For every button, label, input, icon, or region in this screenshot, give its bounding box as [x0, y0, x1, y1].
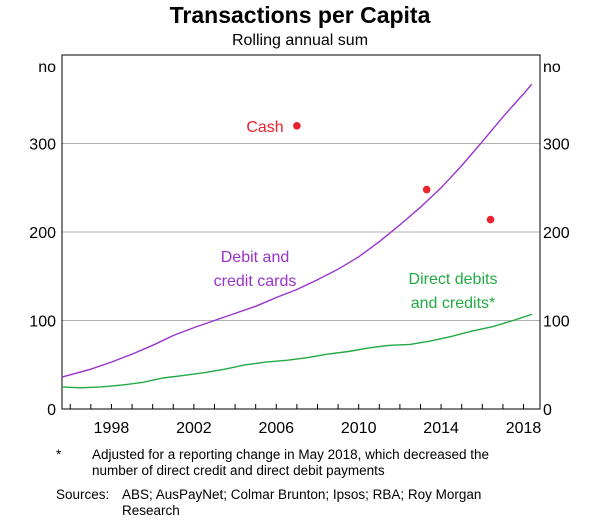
- x-tick-label: 1998: [94, 420, 130, 437]
- y-tick-label-right: 300: [543, 137, 570, 154]
- cash-point: [293, 122, 301, 130]
- x-tick-label: 2018: [506, 420, 542, 437]
- series-line: [61, 83, 533, 378]
- footnote-marker: *: [56, 447, 62, 462]
- cash-point: [422, 185, 431, 194]
- cash-point: [486, 215, 495, 224]
- sources-text: ABS; AusPayNet; Colmar Brunton; Ipsos; R…: [122, 487, 482, 518]
- y-tick-label-left: 300: [29, 137, 56, 154]
- y-tick-label-left: 200: [29, 225, 56, 242]
- footnote-text: Adjusted for a reporting change in May 2…: [92, 447, 489, 478]
- series-label: Direct debits: [409, 271, 498, 288]
- x-tick-label: 2002: [176, 420, 212, 437]
- series-label: and credits*: [411, 295, 496, 312]
- y-tick-label-left: 100: [29, 314, 56, 331]
- y-axis-unit-left: no: [38, 59, 56, 76]
- y-tick-label-right: 100: [543, 314, 570, 331]
- chart-subtitle: Rolling annual sum: [231, 32, 369, 49]
- y-tick-label-right: 0: [543, 402, 552, 419]
- sources-label: Sources:: [56, 487, 110, 502]
- y-tick-label-left: 0: [47, 402, 56, 419]
- y-axis-unit-right: no: [543, 59, 561, 76]
- x-tick-label: 2010: [341, 420, 377, 437]
- series-line: [61, 313, 533, 389]
- y-tick-label-right: 200: [543, 225, 570, 242]
- plot-frame: [61, 54, 541, 410]
- series-label: Cash: [246, 119, 283, 136]
- x-tick-label: 2014: [423, 420, 459, 437]
- series-label: credit cards: [214, 273, 297, 290]
- chart-title: Transactions per Capita: [169, 2, 431, 28]
- x-tick-label: 2006: [258, 420, 294, 437]
- series-label: Debit and: [221, 249, 290, 266]
